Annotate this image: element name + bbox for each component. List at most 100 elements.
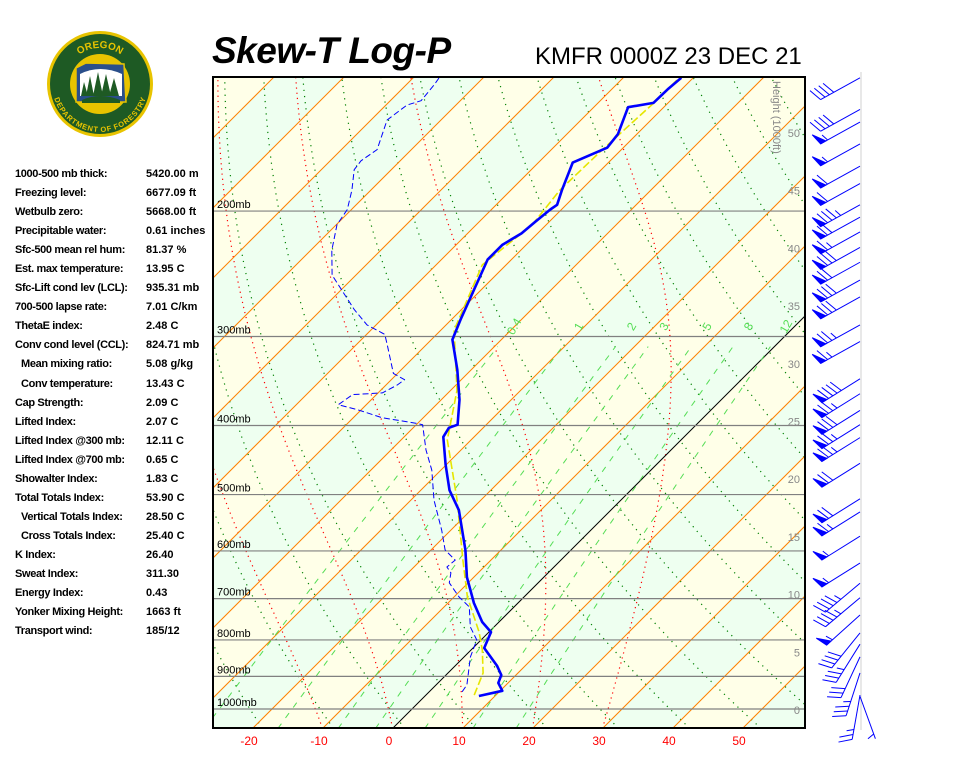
wind-barb-flag xyxy=(812,513,829,524)
wind-barb-full xyxy=(825,415,838,426)
wind-barb-full xyxy=(827,670,842,675)
wind-barb xyxy=(838,694,861,743)
stat-label: Sweat Index: xyxy=(15,567,79,580)
wind-barb-flag xyxy=(812,478,829,488)
height-tick-label: 15 xyxy=(788,532,800,544)
isotherm-line xyxy=(813,77,960,728)
wind-barb-full xyxy=(817,435,829,445)
isotherm-band xyxy=(813,77,960,728)
height-axis-label: Height (1000ft) xyxy=(770,81,782,154)
stat-label: 700-500 lapse rate: xyxy=(15,301,107,314)
wind-barb-full xyxy=(814,87,826,98)
stat-row: Lifted Index: 2.07 C xyxy=(15,416,215,435)
temperature-tick-label: 20 xyxy=(522,734,536,748)
wind-barb-flag xyxy=(812,425,829,435)
wind-barb-full xyxy=(817,404,829,414)
wind-barb-flag xyxy=(812,439,829,450)
wind-barb xyxy=(812,437,861,463)
isotherm-band xyxy=(213,77,805,698)
wind-barb xyxy=(812,378,861,404)
wind-barb-full xyxy=(821,401,834,412)
stat-value: 13.95 C xyxy=(146,263,185,276)
isotherm-line xyxy=(322,245,805,728)
svg-text:OREGON: OREGON xyxy=(75,40,125,57)
wind-barb-full xyxy=(816,192,828,202)
temperature-tick-label: -10 xyxy=(310,734,328,748)
stat-row: Freezing level: 6677.09 ft xyxy=(15,187,215,206)
isotherm-line xyxy=(532,455,805,728)
stat-value: 5.08 g/kg xyxy=(146,358,194,371)
stat-row: Sfc-500 mean rel hum: 81.37 % xyxy=(15,244,215,263)
wind-barb-full xyxy=(821,268,833,279)
wind-barb-full xyxy=(816,350,828,360)
temperature-tick-label: 50 xyxy=(732,734,746,748)
wind-barb-flag xyxy=(811,337,828,348)
wind-barb-full xyxy=(816,256,828,266)
stat-row: Total Totals Index: 53.90 C xyxy=(15,492,215,511)
wind-barb-full xyxy=(827,696,842,699)
wind-barb-full xyxy=(817,522,829,532)
wind-barb-half xyxy=(867,733,874,740)
height-tick-label: 50 xyxy=(788,128,800,140)
isobar-label: 200mb xyxy=(217,199,251,211)
isotherm-line xyxy=(213,77,695,559)
wind-barb-full xyxy=(817,421,829,431)
stat-label: K Index: xyxy=(15,548,56,561)
sounding-indices-panel: 1000-500 mb thick: 5420.00 m Freezing leve… xyxy=(15,168,215,644)
wind-barb-full xyxy=(816,213,828,224)
stat-row: Wetbulb zero: 5668.00 ft xyxy=(15,206,215,225)
wind-barb-full xyxy=(838,738,853,743)
wind-barb-full xyxy=(821,210,833,221)
wind-barb-half xyxy=(821,134,828,141)
wind-barb-flag xyxy=(812,393,829,404)
plot-border xyxy=(212,76,806,729)
wind-barb-full xyxy=(825,251,837,261)
height-tick-label: 35 xyxy=(788,301,800,313)
isotherm-line xyxy=(602,525,805,728)
wind-barb xyxy=(813,582,861,613)
isotherm-line xyxy=(0,77,204,728)
wind-barb-flag xyxy=(811,259,828,270)
wind-barb-staff xyxy=(820,143,861,167)
wind-barb xyxy=(827,656,861,699)
wind-barb-full xyxy=(817,509,829,519)
stat-row: Conv temperature: 13.43 C xyxy=(15,378,215,397)
moist-adiabat xyxy=(213,465,323,728)
wind-barb-full xyxy=(813,619,826,628)
dry-adiabat xyxy=(419,77,805,706)
wind-barb-half xyxy=(825,635,833,641)
wind-barb-full xyxy=(822,679,837,683)
stat-row: Vertical Totals Index: 28.50 C xyxy=(15,511,215,530)
wind-barb xyxy=(811,204,861,228)
wind-barb-full xyxy=(820,598,834,607)
wind-barb-full xyxy=(821,331,833,341)
wind-barb-staff xyxy=(821,424,861,449)
stat-row: ThetaE index: 2.48 C xyxy=(15,320,215,339)
wind-barb-half xyxy=(834,609,842,615)
wind-barb-full xyxy=(821,507,834,517)
chart-title: Skew-T Log-P xyxy=(212,30,451,71)
stat-value: 2.48 C xyxy=(146,320,179,333)
stat-label: 1000-500 mb thick: xyxy=(15,168,108,180)
moist-adiabat xyxy=(410,77,547,728)
wind-barb-full xyxy=(831,687,846,690)
isotherm-band xyxy=(0,77,134,728)
stat-label: Precipitable water: xyxy=(15,225,107,238)
stat-row: Precipitable water: 0.61 inches xyxy=(15,225,215,244)
stat-label: ThetaE index: xyxy=(15,320,83,333)
wind-barb-flag xyxy=(812,577,829,588)
stat-label: Cross Totals Index: xyxy=(21,529,116,542)
stat-row: Est. max temperature: 13.95 C xyxy=(15,263,215,282)
mixing-ratio-line xyxy=(213,346,499,719)
stat-label: Lifted Index @700 mb: xyxy=(15,453,125,466)
wind-barb-staff xyxy=(859,696,876,739)
wind-barb xyxy=(812,424,861,450)
wind-barb xyxy=(822,643,861,683)
height-tick-label: 45 xyxy=(788,186,800,198)
stat-row: Sfc-Lift cond lev (LCL): 935.31 mb xyxy=(15,282,215,301)
dry-adiabat xyxy=(653,77,805,335)
isobar-label: 700mb xyxy=(217,587,251,599)
stat-label: Lifted Index @300 mb: xyxy=(15,434,125,447)
stat-label: Lifted Index: xyxy=(15,415,76,428)
wind-barb-half xyxy=(826,523,834,530)
